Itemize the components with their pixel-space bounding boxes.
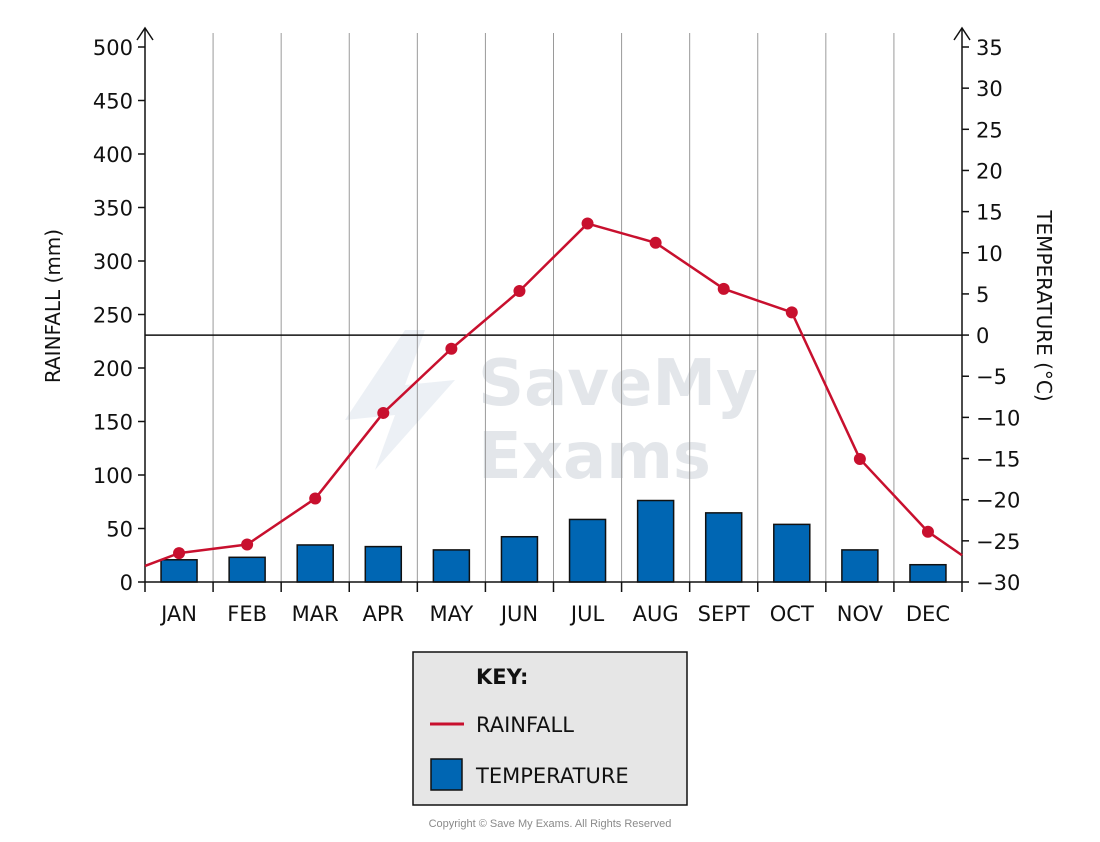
rainfall-series-line bbox=[144, 222, 963, 568]
x-tick-label: NOV bbox=[837, 602, 884, 626]
temperature-bar bbox=[432, 549, 471, 583]
y-tick-left-label: 500 bbox=[93, 36, 133, 60]
y-tick-right-label: 30 bbox=[976, 77, 1003, 101]
temperature-bars bbox=[160, 499, 947, 583]
temperature-bar bbox=[364, 545, 403, 583]
x-tick-label: JUN bbox=[499, 602, 538, 626]
rainfall-point bbox=[241, 538, 254, 551]
y-tick-left-label: 50 bbox=[106, 518, 133, 542]
temperature-bar bbox=[568, 518, 607, 583]
x-tick-label: OCT bbox=[770, 602, 814, 626]
rainfall-point bbox=[445, 342, 458, 355]
y-tick-right-label: 5 bbox=[976, 283, 989, 307]
watermark-line2: Exams bbox=[478, 420, 711, 494]
temperature-bar bbox=[909, 563, 947, 583]
temperature-bar bbox=[704, 512, 743, 583]
y-tick-right-label: −20 bbox=[976, 489, 1020, 513]
y-axis-left-title: RAINFALL (mm) bbox=[41, 229, 65, 383]
x-axis-ticks: JAN FEB MAR APR MAY JUN JUL AUG SEPT OCT NOV DEC bbox=[144, 582, 963, 626]
rainfall-point bbox=[513, 284, 526, 297]
y-tick-right-label: 35 bbox=[976, 36, 1003, 60]
y-tick-right-label: 20 bbox=[976, 159, 1003, 183]
rainfall-point bbox=[785, 306, 798, 319]
y-tick-left-label: 450 bbox=[93, 90, 133, 114]
rainfall-point bbox=[309, 492, 322, 505]
y-tick-right-label: −30 bbox=[976, 571, 1020, 595]
temperature-bar bbox=[841, 549, 879, 583]
right-axis-ticks: −30 −25 −20 −15 −10 −5 0 5 10 15 20 25 30 35 bbox=[962, 36, 1020, 595]
temperature-bar bbox=[296, 544, 334, 583]
key-label-rainfall: RAINFALL bbox=[476, 713, 574, 737]
key: KEY: RAINFALL TEMPERATURE bbox=[412, 651, 688, 806]
watermark-bolt-icon bbox=[345, 330, 455, 470]
rainfall-point bbox=[853, 452, 866, 465]
x-tick-label: DEC bbox=[906, 602, 950, 626]
x-tick-label: SEPT bbox=[698, 602, 750, 626]
x-tick-label: MAR bbox=[292, 602, 339, 626]
temperature-bar bbox=[160, 559, 198, 583]
y-tick-right-label: 15 bbox=[976, 201, 1003, 225]
y-tick-right-label: −5 bbox=[976, 365, 1007, 389]
arrow-up-icon bbox=[953, 26, 971, 41]
y-tick-right-label: −25 bbox=[976, 530, 1020, 554]
rainfall-point bbox=[921, 525, 934, 538]
arrow-up-icon bbox=[136, 26, 154, 41]
y-tick-left-label: 350 bbox=[93, 197, 133, 221]
y-tick-left-label: 250 bbox=[93, 304, 133, 328]
y-tick-left-label: 150 bbox=[93, 411, 133, 435]
y-tick-right-label: −15 bbox=[976, 448, 1020, 472]
rainfall-point bbox=[581, 217, 594, 230]
temperature-bar bbox=[228, 556, 266, 583]
x-tick-label: JUL bbox=[569, 602, 605, 626]
y-tick-right-label: 25 bbox=[976, 118, 1003, 142]
temperature-bar bbox=[500, 535, 539, 583]
y-tick-right-label: 10 bbox=[976, 242, 1003, 266]
left-axis-ticks: 0 50 100 150 200 250 300 350 400 450 500 bbox=[93, 36, 145, 595]
y-tick-right-label: 0 bbox=[976, 324, 989, 348]
x-tick-label: MAY bbox=[430, 602, 474, 626]
key-title: KEY: bbox=[476, 665, 528, 689]
copyright-notice: Copyright © Save My Exams. All Rights Re… bbox=[429, 818, 672, 830]
temperature-bar bbox=[636, 499, 675, 583]
watermark: SaveMy Exams bbox=[345, 330, 758, 494]
x-tick-label: JAN bbox=[159, 602, 197, 626]
key-label-temperature: TEMPERATURE bbox=[475, 764, 629, 788]
x-tick-label: FEB bbox=[227, 602, 267, 626]
rainfall-line bbox=[144, 217, 963, 568]
x-tick-label: APR bbox=[362, 602, 404, 626]
rainfall-point bbox=[173, 547, 186, 560]
y-tick-left-label: 300 bbox=[93, 250, 133, 274]
y-axis-right-title: TEMPERATURE (°C) bbox=[1032, 209, 1056, 401]
y-tick-left-label: 0 bbox=[120, 571, 133, 595]
y-tick-left-label: 200 bbox=[93, 357, 133, 381]
rainfall-point bbox=[377, 406, 390, 419]
gridlines bbox=[212, 33, 895, 582]
y-tick-right-label: −10 bbox=[976, 406, 1020, 430]
temperature-bar-swatch-icon bbox=[430, 758, 463, 791]
rainfall-point bbox=[649, 236, 662, 249]
temperature-bar bbox=[773, 523, 811, 583]
watermark-line1: SaveMy bbox=[478, 347, 758, 421]
y-tick-left-label: 400 bbox=[93, 143, 133, 167]
key-box bbox=[412, 651, 688, 806]
rainfall-point bbox=[717, 282, 730, 295]
x-tick-label: AUG bbox=[633, 602, 679, 626]
y-tick-left-label: 100 bbox=[93, 464, 133, 488]
